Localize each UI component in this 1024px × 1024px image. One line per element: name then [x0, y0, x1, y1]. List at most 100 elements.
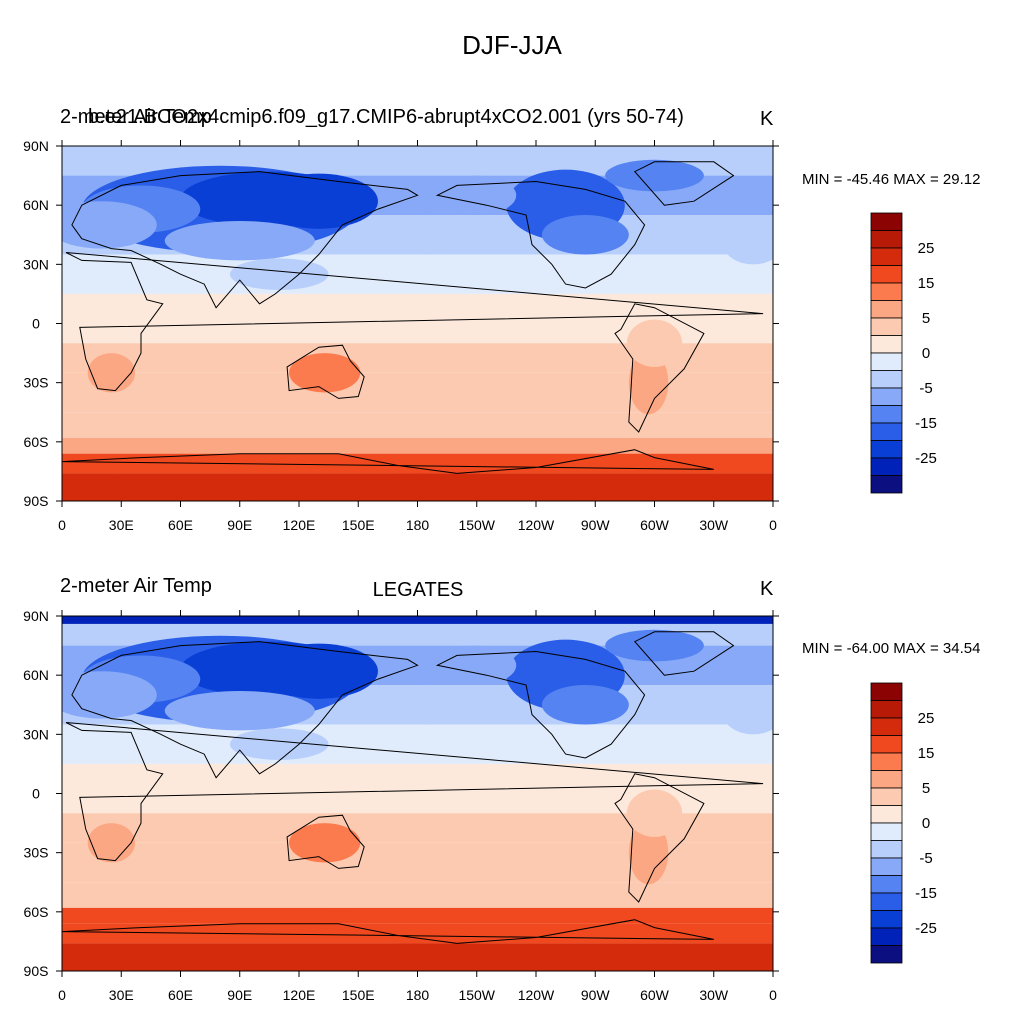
lat-tick-label: 30S [24, 845, 49, 861]
lon-tick-label: 30E [109, 517, 134, 533]
lat-tick-label: 0 [32, 786, 40, 802]
lon-tick-label: 0 [58, 987, 66, 1003]
colorbar-swatch [870, 700, 903, 719]
temperature-region [259, 173, 378, 229]
colorbar-swatch [870, 422, 903, 441]
units-label: K [760, 578, 774, 600]
colorbar-label: -25 [915, 450, 937, 467]
coastlines [62, 631, 764, 944]
colorbar-label: 0 [922, 345, 930, 362]
lat-tick-label: 60N [23, 667, 49, 683]
lon-tick-label: 30E [109, 987, 134, 1003]
temperature-band [62, 319, 773, 344]
colorbar-0: 25 15 5 0 -5 -15 -25 [870, 212, 937, 494]
temperature-region [141, 909, 378, 922]
colorbar-swatch [870, 875, 903, 894]
colorbar-swatch [870, 752, 903, 771]
temperature-region [541, 215, 629, 255]
temperature-band [62, 724, 773, 764]
colorbar-swatch [870, 857, 903, 876]
lat-tick-label: 0 [32, 316, 40, 332]
panel-left-title: 2-meter Air Temp [60, 106, 212, 128]
units-label: K [760, 108, 774, 130]
colorbar-label: -25 [915, 920, 937, 937]
panel-case-title: b.e21.BCO2x4cmip6.f09_g17.CMIP6-abrupt4x… [88, 106, 684, 128]
colorbar-swatch [870, 440, 903, 459]
figure-title: DJF-JJA [462, 30, 562, 60]
lon-tick-label: 90W [581, 987, 611, 1003]
temperature-region [723, 224, 773, 265]
lon-tick-label: 150W [458, 987, 495, 1003]
temperature-region [164, 220, 315, 261]
colorbar-label: 25 [918, 240, 935, 257]
temperature-region [164, 690, 315, 731]
temperature-region [229, 258, 329, 290]
lat-tick-label: 30N [23, 256, 49, 272]
temperature-region [229, 728, 329, 760]
lat-tick-label: 60S [24, 904, 49, 920]
colorbar-swatch [870, 805, 903, 824]
temperature-region [62, 201, 157, 249]
colorbar-swatch [870, 247, 903, 266]
colorbar-label: 15 [918, 745, 935, 762]
temperature-band [62, 254, 773, 294]
temperature-band [62, 437, 773, 454]
temperature-region [62, 473, 773, 498]
colorbar-swatch [870, 787, 903, 806]
colorbar-swatch [870, 840, 903, 859]
temperature-region [87, 823, 136, 863]
lat-tick-label: 90N [23, 138, 49, 154]
temperature-band [62, 882, 773, 908]
colorbar-swatch [870, 475, 903, 494]
colorbar-swatch [870, 457, 903, 476]
lat-tick-label: 90S [24, 963, 49, 979]
temperature-region [626, 319, 683, 367]
temperature-region [541, 685, 629, 725]
colorbar-swatch [870, 230, 903, 249]
colorbar-swatch [870, 405, 903, 424]
colorbar-swatch [870, 352, 903, 371]
lat-tick-label: 30N [23, 726, 49, 742]
colorbar-label: -5 [919, 850, 932, 867]
min-max-readout: MIN = -64.00 MAX = 34.54 [802, 640, 981, 657]
temperature-region [605, 629, 704, 662]
temperature-band [62, 789, 773, 814]
lon-tick-label: 120W [518, 987, 555, 1003]
lon-tick-label: 150E [342, 987, 375, 1003]
colorbar-swatch [870, 770, 903, 789]
temperature-region [69, 297, 134, 330]
temperature-band [62, 293, 773, 320]
colorbar-label: -15 [915, 885, 937, 902]
colorbar-swatch [870, 387, 903, 406]
lon-tick-label: 120W [518, 517, 555, 533]
temperature-region [62, 671, 157, 719]
lon-tick-label: 30W [699, 987, 729, 1003]
lon-tick-label: 150W [458, 517, 495, 533]
temperature-band [62, 412, 773, 438]
colorbar-swatch [870, 212, 903, 231]
temperature-band [62, 763, 773, 790]
colorbar-label: 5 [922, 780, 930, 797]
colorbar-swatch [870, 317, 903, 336]
lat-tick-label: 90S [24, 493, 49, 509]
lon-tick-label: 60E [168, 987, 193, 1003]
colorbar-swatch [870, 717, 903, 736]
colorbar-swatch [870, 945, 903, 964]
temperature-region [289, 353, 361, 393]
map-panel-0 [62, 146, 773, 501]
lon-tick-label: 90E [227, 517, 252, 533]
temperature-region [378, 685, 477, 725]
lon-tick-label: 60W [640, 987, 670, 1003]
lon-tick-label: 120E [283, 987, 316, 1003]
colorbar-swatch [870, 265, 903, 284]
colorbar-label: 0 [922, 815, 930, 832]
temperature-region [69, 767, 134, 800]
colorbar-label: 15 [918, 275, 935, 292]
colorbar-label: -5 [919, 380, 932, 397]
temperature-region [289, 823, 361, 863]
colorbar-swatch [870, 370, 903, 389]
colorbar-label: 25 [918, 710, 935, 727]
temperature-region [378, 215, 477, 255]
